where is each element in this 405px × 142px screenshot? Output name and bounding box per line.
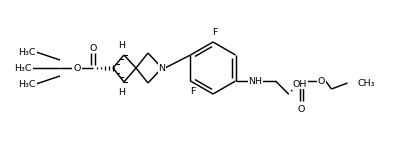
Text: F: F bbox=[212, 28, 217, 36]
Text: CH₃: CH₃ bbox=[357, 79, 374, 87]
Text: N: N bbox=[158, 63, 165, 73]
Text: O: O bbox=[317, 77, 324, 85]
Text: H: H bbox=[118, 87, 125, 97]
Text: O: O bbox=[297, 105, 305, 113]
Text: F: F bbox=[189, 86, 195, 96]
Text: OH: OH bbox=[292, 80, 306, 88]
Text: H₃C: H₃C bbox=[19, 48, 36, 57]
Text: H₃C: H₃C bbox=[15, 63, 32, 73]
Text: O: O bbox=[89, 43, 96, 53]
Text: H: H bbox=[118, 40, 125, 50]
Text: NH: NH bbox=[248, 77, 262, 85]
Text: O: O bbox=[73, 63, 81, 73]
Text: H₃C: H₃C bbox=[19, 80, 36, 88]
